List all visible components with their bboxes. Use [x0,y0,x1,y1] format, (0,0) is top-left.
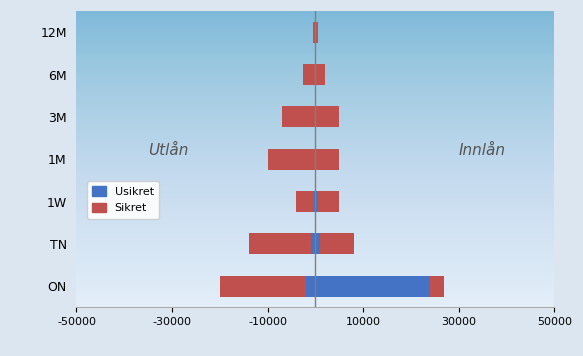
Bar [313,22,315,43]
Bar [313,191,315,212]
Text: Utlån: Utlån [148,143,188,158]
Bar [315,191,318,212]
Bar [315,106,339,127]
Bar [282,106,315,127]
Bar [315,22,318,43]
Bar [306,276,315,297]
Bar [320,233,354,255]
Bar [220,276,315,297]
Bar [318,191,339,212]
Bar [304,64,315,85]
Bar [296,191,315,212]
Text: Innlån: Innlån [459,143,506,158]
Bar [248,233,315,255]
Bar [315,276,430,297]
Bar [311,233,315,255]
Bar [430,276,444,297]
Bar [315,64,325,85]
Bar [315,233,320,255]
Bar [268,149,315,170]
Legend: Usikret, Sikret: Usikret, Sikret [87,180,159,219]
Bar [315,149,339,170]
